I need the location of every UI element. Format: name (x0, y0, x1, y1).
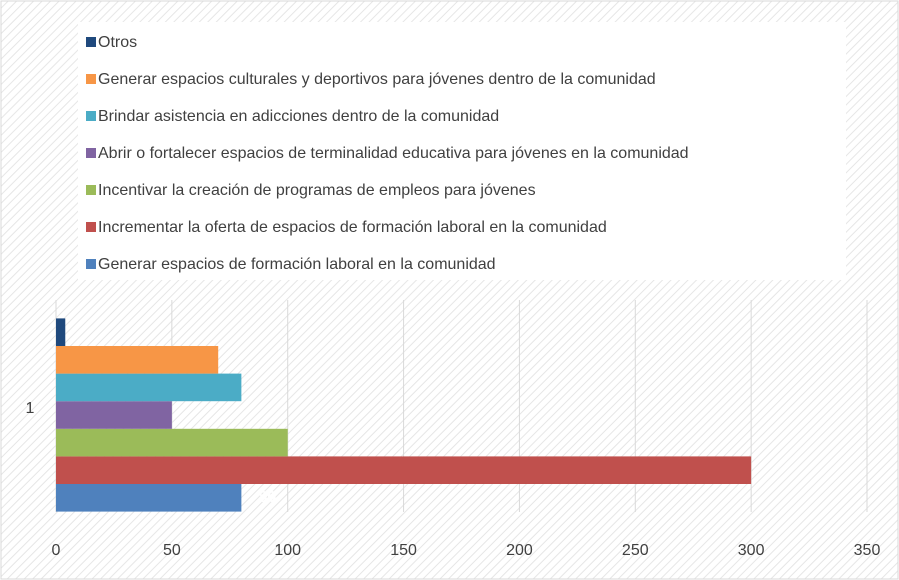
legend-marker (86, 259, 96, 269)
x-tick-label: 300 (738, 542, 765, 559)
data-label: 80 (258, 489, 276, 506)
bar (56, 428, 288, 457)
x-tick-label: 50 (163, 542, 181, 559)
x-tick-label: 200 (506, 542, 533, 559)
bar (56, 401, 172, 429)
legend-marker (86, 185, 96, 195)
bar (56, 318, 66, 346)
x-tick-label: 100 (274, 542, 301, 559)
legend-label: Incrementar la oferta de espacios de for… (98, 219, 607, 236)
x-tick-label: 350 (854, 542, 881, 559)
legend-marker (86, 148, 96, 158)
legend-label: Otros (98, 34, 137, 51)
legend-marker (86, 74, 96, 84)
bar (56, 456, 752, 484)
legend-label: Brindar asistencia en adicciones dentro … (98, 108, 499, 125)
legend-marker (86, 222, 96, 232)
legend-box (78, 22, 846, 280)
legend-label: Generar espacios culturales y deportivos… (98, 71, 656, 88)
bar (56, 373, 242, 402)
x-tick-label: 250 (622, 542, 649, 559)
legend-marker (86, 111, 96, 121)
x-tick-label: 0 (52, 542, 61, 559)
bar (56, 484, 242, 512)
bar (56, 346, 219, 374)
x-tick-label: 150 (390, 542, 417, 559)
y-tick-label: 1 (26, 400, 35, 417)
legend-label: Abrir o fortalecer espacios de terminali… (98, 145, 689, 162)
legend-label: Generar espacios de formación laboral en… (98, 256, 496, 273)
legend-marker (86, 37, 96, 47)
legend-label: Incentivar la creación de programas de e… (98, 182, 536, 199)
